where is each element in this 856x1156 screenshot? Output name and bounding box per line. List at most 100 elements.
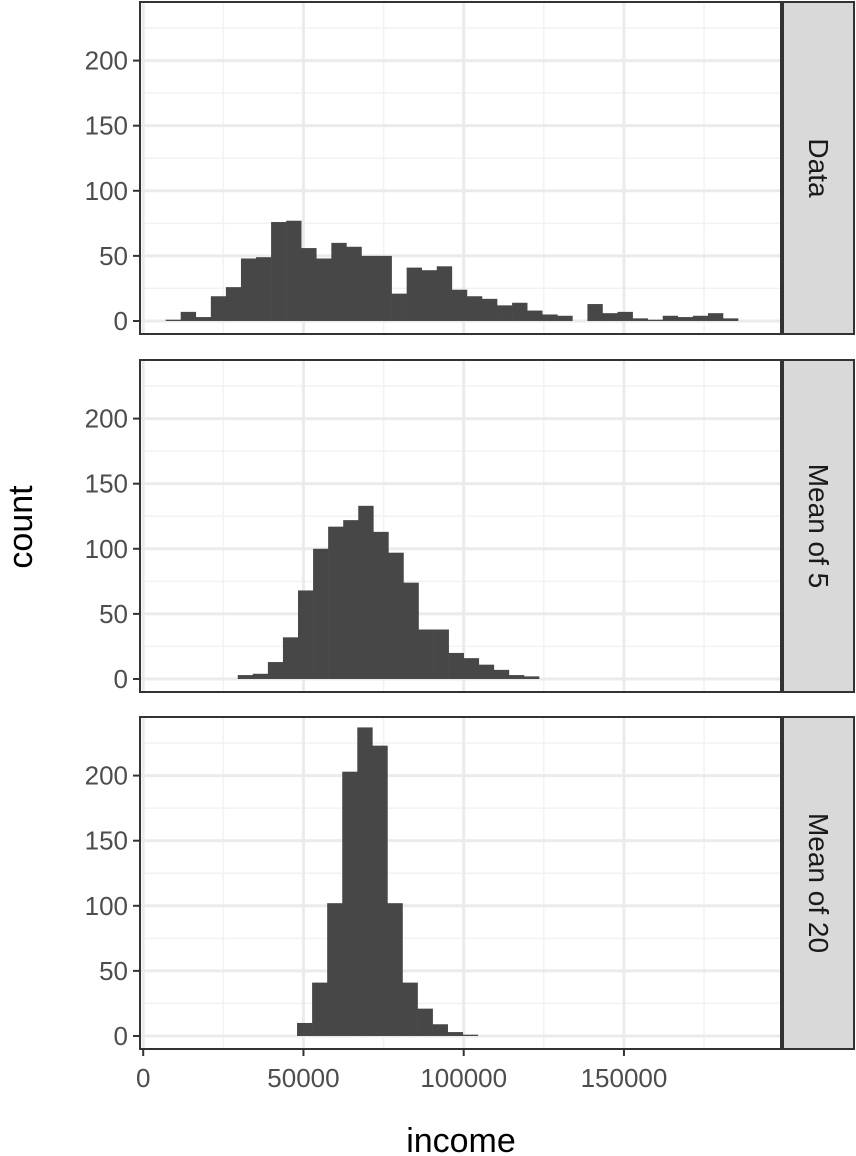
x-tick-label: 0	[136, 1063, 150, 1093]
histogram-bar	[557, 315, 573, 321]
y-tick-label: 150	[85, 469, 128, 499]
histogram-bar	[448, 652, 465, 679]
y-tick-label: 50	[99, 241, 128, 271]
panel-2: 0 50 100 150 200 Mean of 20	[85, 716, 855, 1051]
panel-background	[140, 717, 781, 1049]
x-tick-label: 100000	[420, 1063, 507, 1093]
histogram-bar	[707, 313, 724, 321]
histogram-bar	[722, 318, 739, 321]
histogram-bar	[478, 664, 495, 679]
histogram-bar	[602, 313, 618, 321]
histogram-bar	[403, 582, 419, 679]
histogram-bar	[387, 903, 403, 1036]
histogram-bar	[357, 727, 373, 1036]
histogram-bar	[328, 526, 344, 679]
histogram-bar	[462, 1034, 479, 1036]
panel-border	[139, 716, 782, 1050]
histogram-bar	[195, 317, 212, 321]
x-tick-label: 50000	[267, 1063, 339, 1093]
histogram-bar	[286, 220, 302, 321]
panel-1: 0 50 100 150 200 Mean of 5	[85, 359, 855, 694]
histogram-bar	[267, 662, 284, 679]
histogram-bar	[508, 675, 525, 679]
x-tick-label: 150000	[581, 1063, 668, 1093]
histogram-bar	[493, 669, 510, 679]
histogram-bar	[327, 903, 343, 1036]
histogram-bar	[497, 305, 513, 321]
y-tick-label: 100	[85, 891, 128, 921]
histogram-bar	[180, 311, 197, 321]
y-tick-label: 200	[85, 761, 128, 791]
histogram-bar	[237, 675, 254, 679]
histogram-bar	[542, 314, 558, 321]
y-axis-title: count	[2, 485, 40, 569]
histogram-bar	[388, 552, 404, 679]
histogram-bar	[632, 318, 648, 321]
x-axis-title: income	[406, 1122, 516, 1156]
histogram-bar	[433, 629, 449, 679]
histogram-bar	[447, 1032, 464, 1036]
histogram-bar	[331, 242, 347, 321]
histogram-bar	[406, 267, 423, 321]
histogram-bar	[523, 676, 540, 679]
histogram-bar	[402, 982, 418, 1036]
histogram-bar	[297, 1022, 313, 1036]
histogram-bar	[343, 520, 359, 679]
y-tick-label: 150	[85, 111, 128, 141]
histogram-bar	[165, 319, 182, 321]
histogram-bar	[692, 315, 709, 321]
y-tick-label: 200	[85, 404, 128, 434]
panel-0: 0 50 100 150 200 Data	[85, 1, 855, 336]
histogram-bar	[432, 1024, 448, 1036]
y-tick-label: 100	[85, 534, 128, 564]
histogram-bar	[301, 248, 317, 321]
histogram-bar	[316, 258, 332, 321]
histogram-bar	[313, 548, 329, 679]
facet-strip-label: Mean of 5	[803, 464, 834, 589]
histogram-bar	[466, 296, 483, 321]
y-tick-label: 50	[99, 956, 128, 986]
histogram-bar	[587, 304, 603, 321]
histogram-bar	[617, 311, 633, 321]
histogram-bar	[372, 745, 388, 1036]
histogram-bar	[391, 293, 407, 321]
facet-strip-label: Mean of 20	[803, 813, 834, 953]
y-tick-label: 0	[114, 664, 128, 694]
histogram-bar	[252, 673, 269, 679]
y-tick-label: 100	[85, 176, 128, 206]
y-tick-label: 0	[114, 306, 128, 336]
histogram-bar	[358, 505, 374, 679]
histogram-bar	[210, 296, 227, 321]
panel-border	[139, 359, 782, 693]
histogram-bar	[312, 982, 328, 1036]
histogram-bar	[240, 258, 257, 321]
histogram-bar	[512, 302, 528, 321]
facet-strip	[782, 716, 855, 1050]
histogram-bar	[373, 531, 389, 679]
y-tick-label: 200	[85, 46, 128, 76]
panel-border	[139, 1, 782, 335]
panel-background	[140, 2, 781, 334]
histogram-bar	[527, 310, 543, 321]
histogram-bar	[376, 255, 392, 321]
histogram-bar	[481, 298, 498, 321]
histogram-bar	[271, 222, 287, 321]
panels-layer: 0 50 100 150 200 Data 0 50 100 150 200 Mean of 5 0 50…	[85, 1, 855, 1051]
histogram-bar	[361, 255, 377, 321]
histogram-bar	[677, 317, 694, 321]
y-tick-label: 50	[99, 599, 128, 629]
facet-strip	[782, 359, 855, 693]
histogram-bar	[225, 287, 242, 321]
histogram-bar	[421, 270, 438, 321]
facet-strip	[782, 1, 855, 335]
histogram-bar	[451, 289, 468, 321]
histogram-bar	[298, 590, 314, 679]
histogram-bar	[418, 629, 434, 679]
histogram-bar	[342, 771, 358, 1036]
histogram-bar	[662, 315, 679, 321]
histogram-bar	[346, 246, 362, 321]
histogram-bar	[463, 658, 480, 679]
histogram-bar	[417, 1008, 433, 1036]
x-axis: 0 50000 100000 150000	[136, 1049, 667, 1093]
